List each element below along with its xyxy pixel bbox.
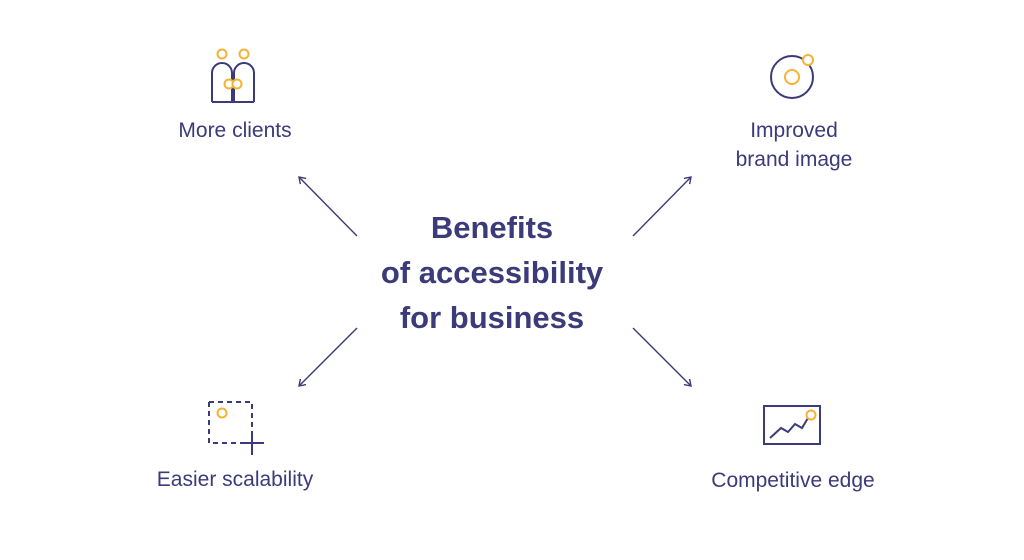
node-label-line-1: Improved: [750, 119, 838, 142]
diagram-title: Benefits of accessibility for business: [330, 205, 654, 340]
dashed-square-plus-icon: [208, 401, 264, 455]
title-line-3: for business: [399, 300, 585, 335]
node-label: Improved brand image: [700, 116, 888, 174]
node-more-clients: More clients: [145, 116, 325, 145]
title-line-1: Benefits: [430, 210, 554, 245]
title-line-2: of accessibility: [380, 255, 604, 290]
people-icon: [211, 48, 255, 103]
node-label: Easier scalability: [156, 468, 314, 491]
node-competitive-edge: Competitive edge: [683, 466, 903, 495]
node-label: More clients: [178, 119, 292, 142]
node-easier-scalability: Easier scalability: [125, 465, 345, 494]
node-label: Competitive edge: [711, 469, 875, 492]
node-label-line-2: brand image: [735, 148, 853, 171]
target-icon: [770, 54, 814, 99]
node-improved-brand-image: Improved brand image: [700, 116, 888, 174]
chart-icon: [763, 405, 821, 445]
